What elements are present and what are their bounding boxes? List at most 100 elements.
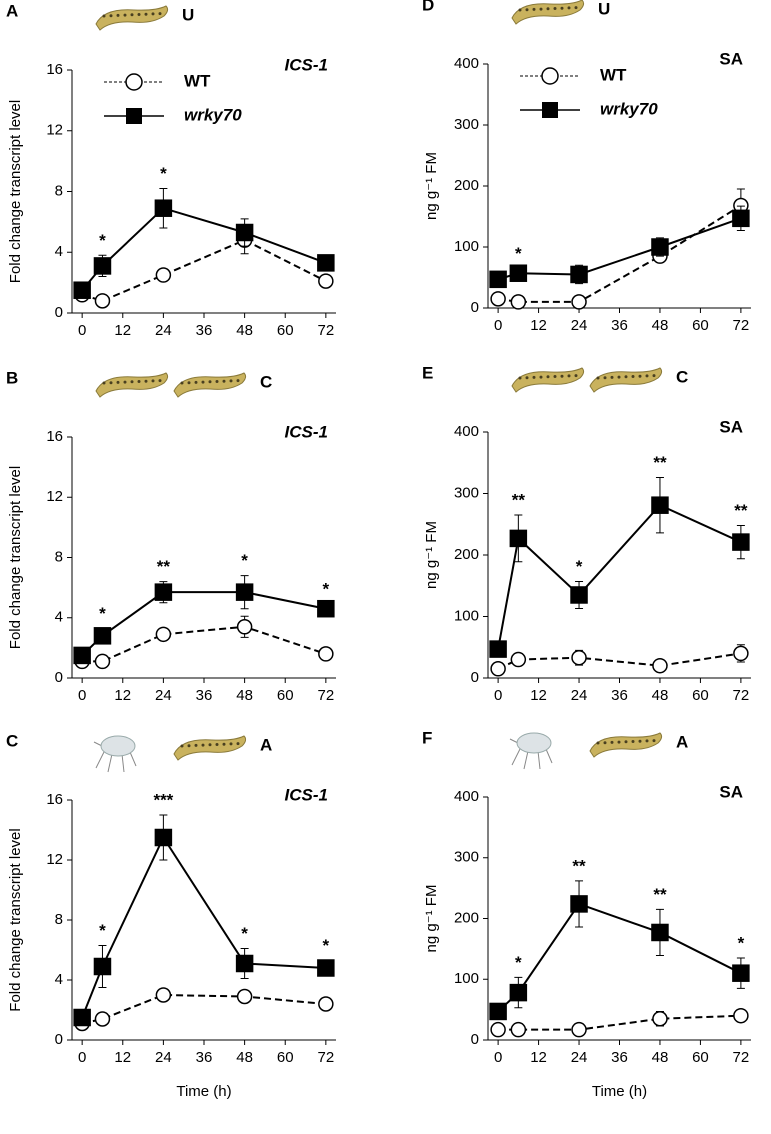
circle-marker: [571, 1021, 587, 1038]
circle-marker: [571, 294, 587, 310]
y-tick-label: 8: [55, 548, 63, 565]
caterpillar-spot: [617, 740, 621, 744]
caterpillar-spot: [158, 12, 162, 16]
x-tick-label: 12: [114, 687, 131, 704]
series-line: [81, 207, 327, 291]
x-tick-label: 24: [571, 1049, 588, 1066]
y-tick-label: 300: [454, 849, 479, 866]
caterpillar-spot: [617, 375, 621, 379]
series-line: [498, 1014, 741, 1031]
series-line: [497, 217, 742, 281]
x-tick-label: 48: [236, 322, 253, 339]
caterpillar-spot: [144, 12, 148, 16]
aphid-leg: [107, 753, 113, 773]
caterpillar-spot: [180, 381, 184, 385]
y-tick-label: 4: [55, 609, 63, 626]
y-tick-label: 300: [454, 484, 479, 501]
aphid-body: [516, 732, 552, 754]
significance-mark: *: [99, 604, 106, 623]
circle-marker: [155, 987, 172, 1003]
caterpillar-spot: [236, 742, 240, 746]
x-tick-label: 12: [530, 1049, 547, 1066]
y-tick-label: 8: [55, 911, 63, 928]
x-tick-label: 72: [318, 322, 335, 339]
aphid-leg: [545, 748, 553, 764]
legend-marker: [541, 67, 559, 85]
caterpillar-spot: [553, 7, 557, 10]
y-axis-label: ng g⁻¹ FM: [423, 521, 440, 589]
aphid-leg: [129, 751, 137, 767]
y-tick-label: 16: [46, 61, 63, 78]
x-tick-label: 0: [494, 1049, 502, 1066]
aphid-leg: [511, 748, 521, 766]
caterpillar-spot: [201, 380, 205, 384]
circle-marker: [490, 1021, 506, 1038]
panel-letter: E: [422, 363, 433, 382]
x-axis-label: Time (h): [176, 1083, 231, 1100]
significance-mark: *: [738, 933, 745, 952]
square-marker: [235, 223, 254, 242]
significance-mark: **: [572, 856, 586, 875]
caterpillar-body: [95, 372, 169, 398]
square-marker: [235, 954, 254, 973]
x-tick-label: 48: [652, 317, 669, 334]
caterpillar-spot: [137, 13, 141, 16]
caterpillar-spot: [539, 7, 543, 11]
square-marker: [93, 957, 112, 976]
panel-letter: B: [6, 368, 18, 387]
x-tick-label: 48: [236, 687, 253, 704]
y-tick-label: 300: [454, 116, 479, 133]
circle-marker: [155, 267, 172, 283]
series-line: [497, 503, 742, 650]
caterpillar-spot: [518, 8, 522, 12]
caterpillar-spot: [610, 375, 614, 379]
circle-marker: [318, 273, 334, 289]
caterpillar-body: [511, 367, 585, 393]
caterpillar-spot: [222, 742, 226, 746]
x-tick-label: 12: [114, 1049, 131, 1066]
caterpillar-spot: [539, 375, 543, 379]
x-tick-label: 36: [196, 322, 213, 339]
treatment-label: U: [182, 5, 194, 24]
aphid-icon: [509, 732, 553, 770]
y-tick-label: 400: [454, 423, 479, 440]
panel-letter: C: [6, 731, 18, 750]
caterpillar-icon: [511, 0, 585, 25]
circle-marker: [510, 294, 527, 310]
panel-letter: F: [422, 728, 432, 747]
caterpillar-spot: [123, 380, 127, 384]
caterpillar-spot: [222, 379, 226, 383]
circle-marker: [571, 649, 587, 666]
square-marker: [732, 964, 750, 982]
y-tick-label: 400: [454, 788, 479, 805]
y-tick-label: 0: [55, 1031, 63, 1048]
caterpillar-icon: [511, 367, 585, 393]
caterpillar-spot: [187, 381, 191, 385]
x-tick-label: 48: [652, 687, 669, 704]
caterpillar-spot: [102, 381, 106, 385]
caterpillar-body: [173, 735, 247, 761]
series-line: [497, 902, 742, 1013]
caterpillar-spot: [180, 744, 184, 748]
significance-mark: *: [99, 231, 106, 250]
square-marker: [235, 583, 254, 601]
circle-marker: [318, 996, 334, 1012]
square-marker: [317, 599, 335, 618]
x-tick-label: 48: [652, 1049, 669, 1066]
y-axis-label: ng g⁻¹ FM: [423, 152, 440, 220]
x-tick-label: 72: [733, 317, 750, 334]
square-marker: [651, 923, 669, 942]
caterpillar-spot: [151, 379, 155, 383]
caterpillar-spot: [229, 379, 233, 383]
significance-mark: *: [241, 924, 248, 943]
panel-letter: A: [6, 1, 18, 20]
caterpillar-spot: [652, 739, 656, 743]
gene-label: SA: [719, 49, 743, 68]
caterpillar-spot: [553, 375, 557, 378]
caterpillar-spot: [194, 380, 198, 384]
square-marker: [489, 1002, 507, 1021]
aphid-icon: [93, 735, 137, 773]
x-tick-label: 0: [78, 1049, 86, 1066]
square-marker: [651, 496, 669, 514]
significance-mark: **: [653, 453, 667, 472]
